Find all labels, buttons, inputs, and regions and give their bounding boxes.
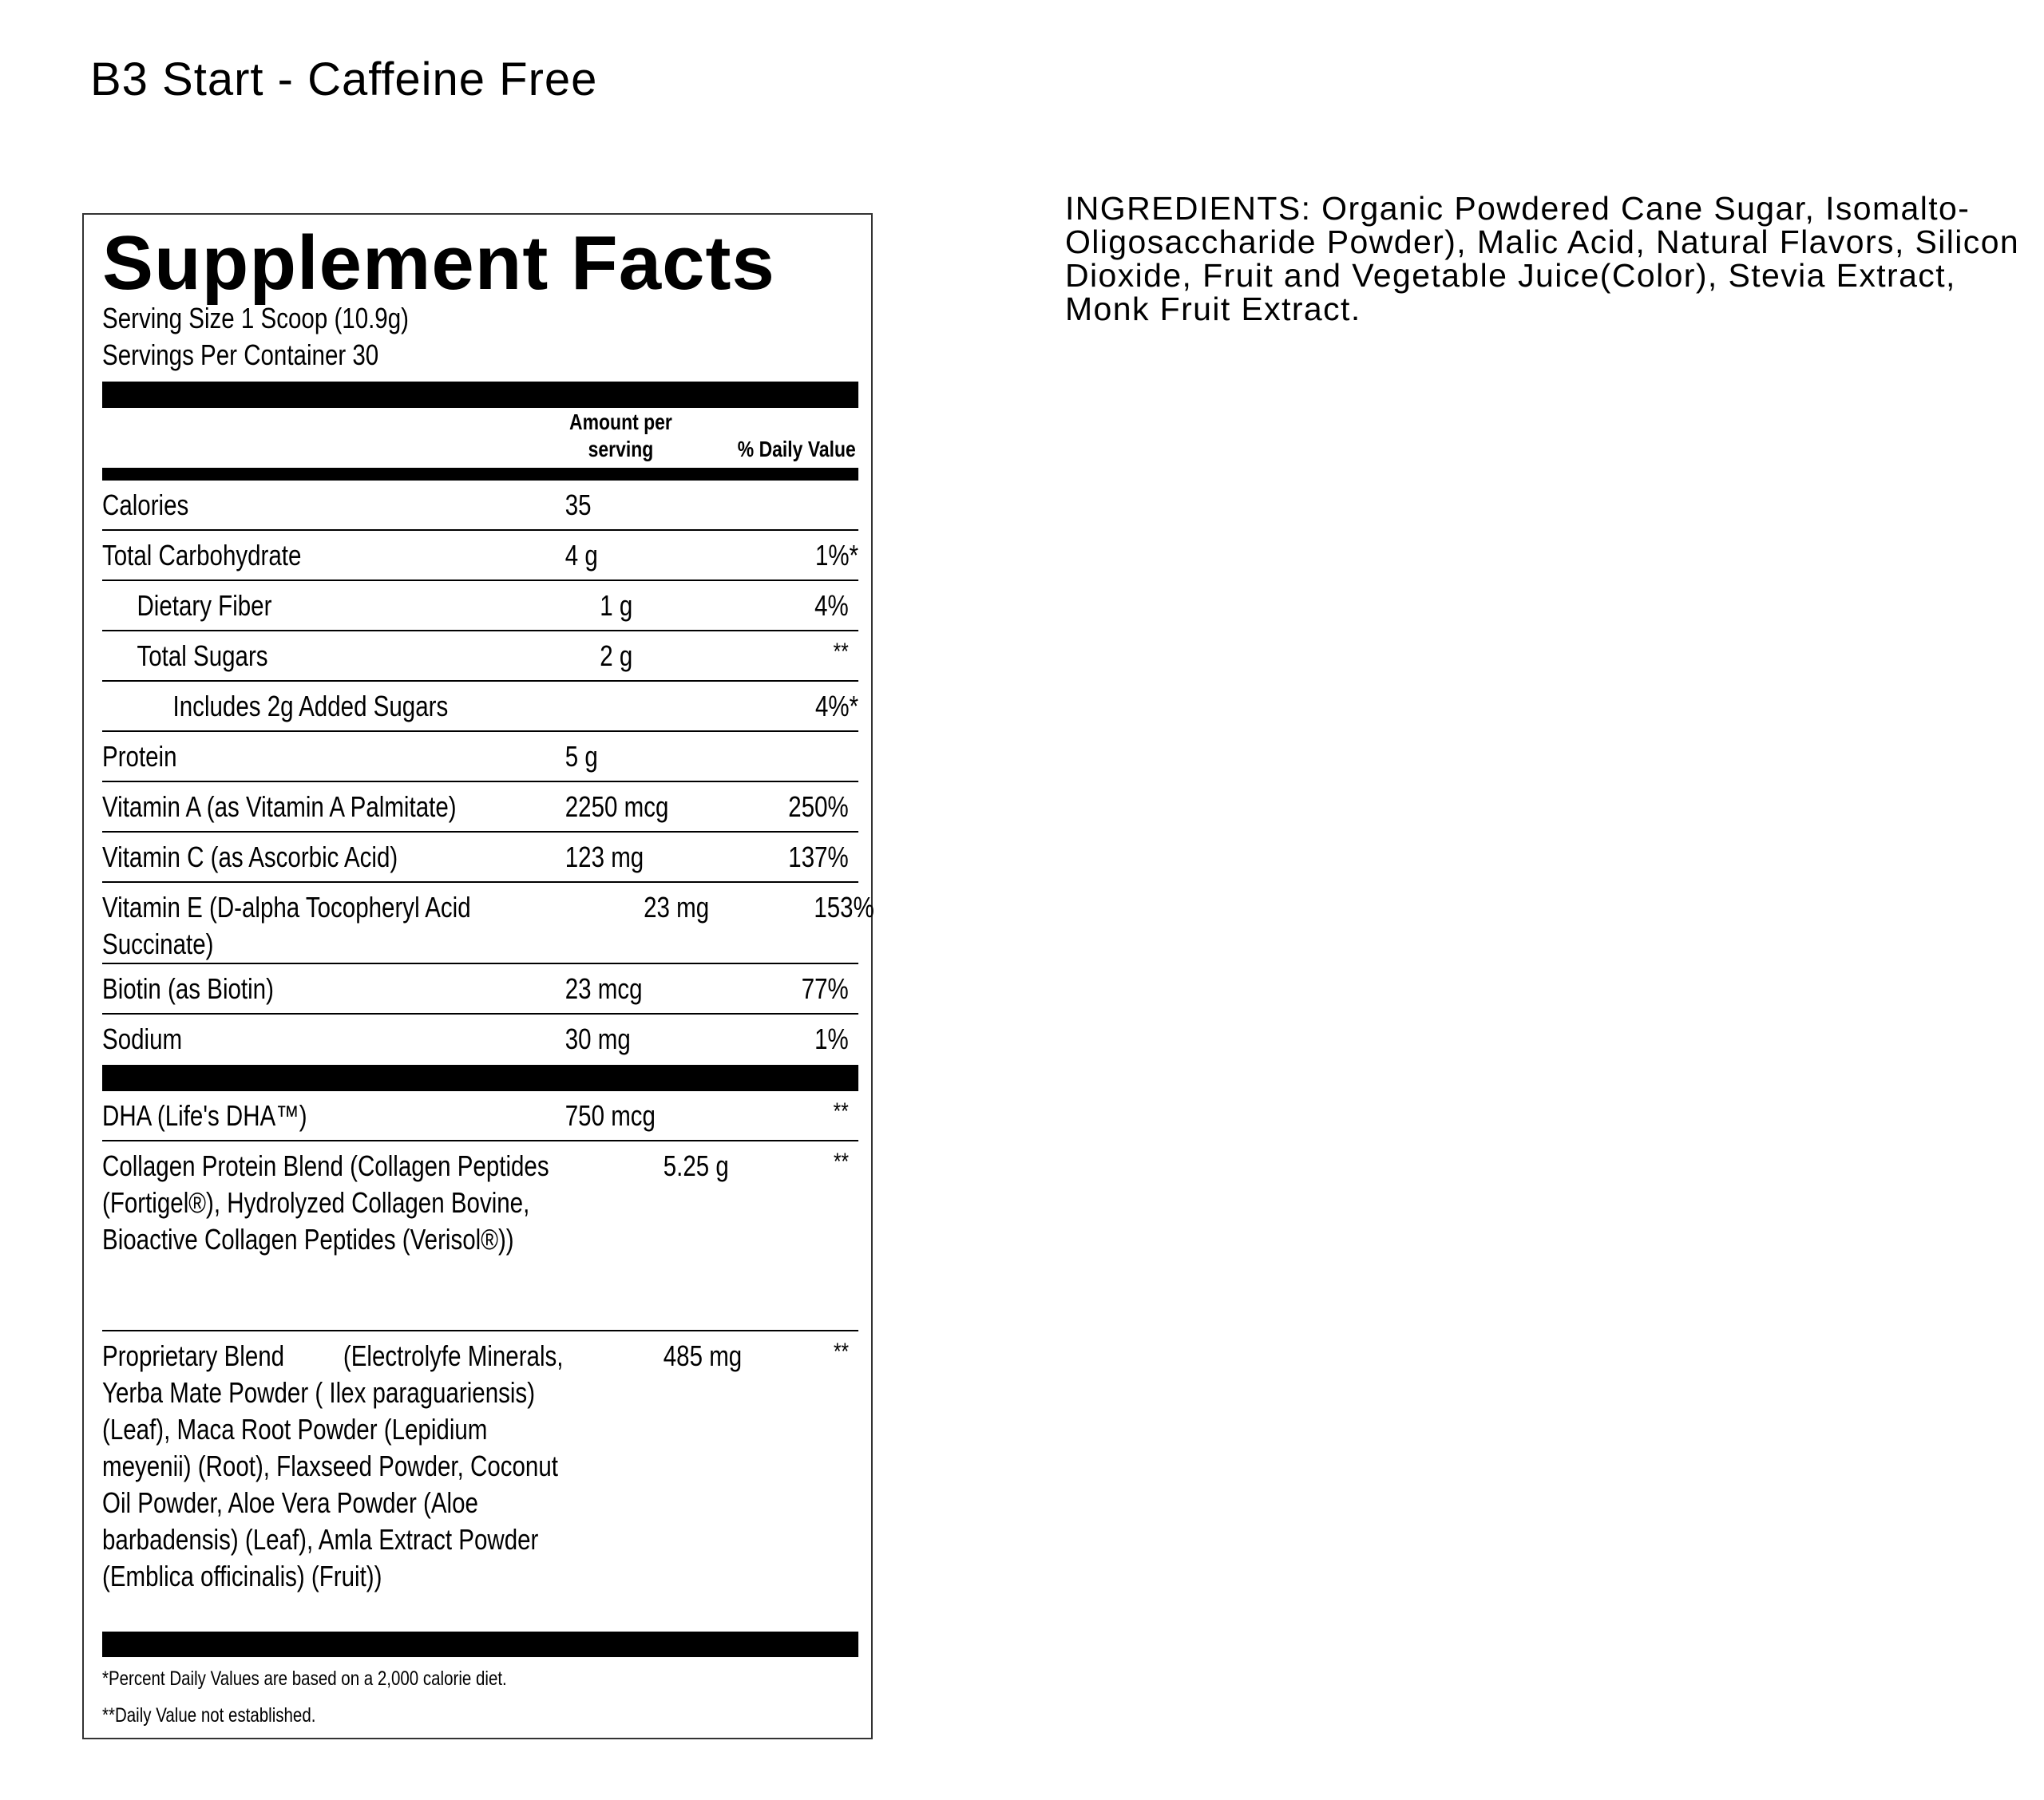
table-row: Protein 5 g [102,732,859,782]
table-row: Biotin (as Biotin) 23 mcg 77% [102,964,859,1015]
table-row: Total Sugars 2 g ** [102,631,859,682]
table-row: DHA (Life's DHA™) 750 mcg ** [102,1091,859,1141]
footnote-daily-values: *Percent Daily Values are based on a 2,0… [102,1667,507,1690]
serving-size: Serving Size 1 Scoop (10.9g) [102,302,409,334]
product-title: B3 Start - Caffeine Free [90,53,598,105]
table-row: Sodium 30 mg 1% [102,1023,849,1055]
dv-header: % Daily Value [737,437,856,461]
table-row: Vitamin E (D-alpha Tocopheryl Acid Succi… [102,883,874,964]
servings-per-container: Servings Per Container 30 [102,338,379,371]
divider-thick [102,1065,859,1091]
table-row: Total Carbohydrate 4 g 1%* [102,531,859,581]
table-row: Proprietary Blend (Electrolyfe Minerals,… [102,1339,850,1592]
column-header: Amount per serving % Daily Value [102,408,858,468]
table-row: Dietary Fiber 1 g 4% [102,581,859,631]
table-row: Vitamin C (as Ascorbic Acid) 123 mg 137% [102,833,859,883]
supplement-facts-panel: Supplement Facts Serving Size 1 Scoop (1… [82,213,874,1739]
divider-thick [102,382,859,408]
table-row: Collagen Protein Blend (Collagen Peptide… [102,1141,859,1331]
table-row: Calories 35 [102,481,859,531]
table-row: Vitamin A (as Vitamin A Palmitate) 2250 m… [102,782,859,833]
ingredients-text: INGREDIENTS: Organic Powdered Cane Sugar… [1065,190,2020,327]
footnote-not-established: **Daily Value not established. [102,1704,316,1727]
table-row: Includes 2g Added Sugars 4%* [102,682,859,732]
facts-heading: Supplement Facts [102,220,775,306]
divider-medium [102,468,859,481]
divider-thick [102,1632,859,1657]
amount-header: Amount per serving [569,409,672,461]
